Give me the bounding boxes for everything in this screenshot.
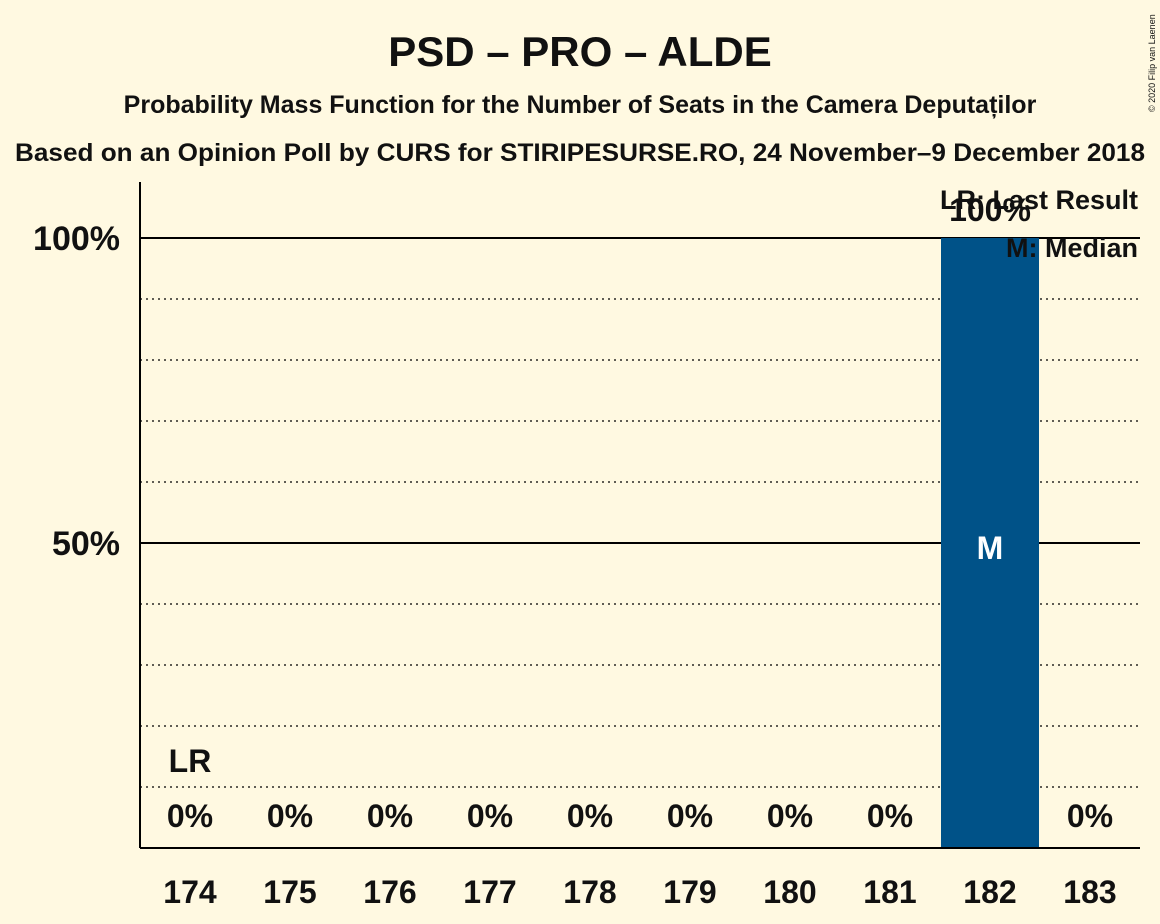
bars bbox=[941, 238, 1039, 848]
data-label: 100% bbox=[949, 192, 1031, 228]
data-labels: 0% 0% 0% 0% 0% 0% 0% 0% 100% 0% bbox=[167, 192, 1113, 834]
x-tick-label: 176 bbox=[363, 874, 416, 910]
x-tick-label: 181 bbox=[863, 874, 916, 910]
data-label: 0% bbox=[1067, 798, 1113, 834]
x-tick-label: 177 bbox=[463, 874, 516, 910]
y-tick-labels: 50% 100% bbox=[33, 220, 120, 563]
data-label: 0% bbox=[867, 798, 913, 834]
x-tick-label: 182 bbox=[963, 874, 1016, 910]
y-tick-label: 100% bbox=[33, 220, 120, 258]
x-tick-labels: 174 175 176 177 178 179 180 181 182 183 bbox=[163, 874, 1116, 910]
x-tick-label: 179 bbox=[663, 874, 716, 910]
data-label: 0% bbox=[467, 798, 513, 834]
data-label: 0% bbox=[667, 798, 713, 834]
bar bbox=[941, 238, 1039, 848]
legend-last-result: LR: Last Result bbox=[940, 185, 1138, 215]
minor-gridlines bbox=[140, 298, 1140, 788]
legend-median: M: Median bbox=[1006, 233, 1138, 263]
x-tick-label: 178 bbox=[563, 874, 616, 910]
chart-subtitle: Probability Mass Function for the Number… bbox=[124, 91, 1037, 119]
last-result-marker: LR bbox=[169, 743, 212, 779]
x-tick-label: 183 bbox=[1063, 874, 1116, 910]
chart-title: PSD – PRO – ALDE bbox=[388, 28, 772, 75]
data-label: 0% bbox=[167, 798, 213, 834]
x-tick-label: 175 bbox=[263, 874, 316, 910]
data-label: 0% bbox=[767, 798, 813, 834]
x-tick-label: 174 bbox=[163, 874, 217, 910]
chart-source-line: Based on an Opinion Poll by CURS for STI… bbox=[15, 139, 1145, 167]
copyright-notice: © 2020 Filip van Laenen bbox=[1147, 14, 1157, 112]
median-marker: M bbox=[977, 530, 1004, 566]
markers: LR M bbox=[169, 530, 1004, 779]
x-tick-label: 180 bbox=[763, 874, 816, 910]
y-tick-label: 50% bbox=[52, 525, 120, 563]
data-label: 0% bbox=[267, 798, 313, 834]
data-label: 0% bbox=[567, 798, 613, 834]
data-label: 0% bbox=[367, 798, 413, 834]
